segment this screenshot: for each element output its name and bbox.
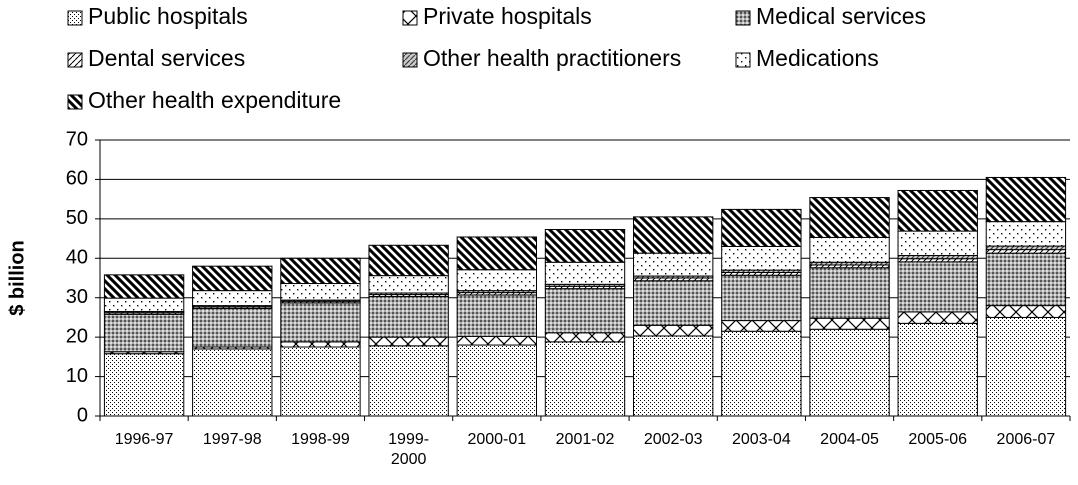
bar-segment	[809, 317, 890, 330]
bar-segment	[456, 269, 537, 292]
x-tick-label: 2000-01	[467, 431, 527, 448]
y-tick-label: 30	[66, 286, 88, 308]
bar-segment	[456, 294, 537, 337]
bar-segment	[544, 332, 626, 343]
legend-label: Other health practitioners	[423, 45, 681, 71]
legend-swatch	[402, 10, 418, 26]
x-tick-label: 2003-04	[732, 431, 791, 448]
bar-segment	[721, 274, 802, 322]
legend-label: Public hospitals	[88, 3, 248, 29]
bar-segment	[985, 221, 1067, 247]
bar-segment	[721, 208, 802, 247]
bar-segment	[368, 345, 449, 417]
x-tick-label: 2006-07	[996, 431, 1056, 448]
legend-label: Medical services	[756, 3, 926, 29]
bar-segment	[809, 267, 890, 319]
bar-segment	[368, 244, 449, 277]
bar-segment	[192, 307, 273, 348]
legend-label: Dental services	[88, 45, 245, 71]
bar-segment	[721, 320, 802, 332]
bar-segment	[192, 348, 273, 417]
bar-segment	[103, 297, 185, 313]
bar-segment	[544, 288, 626, 334]
bar-segment	[985, 245, 1067, 251]
legend-swatch	[67, 52, 83, 68]
bar-segment	[897, 261, 978, 313]
bar-segment	[456, 344, 537, 417]
bar-segment	[280, 283, 361, 301]
x-tick-label: 2002-03	[643, 431, 703, 448]
bar-segment	[368, 296, 449, 338]
y-tick-label: 20	[66, 325, 88, 347]
legend-label: Private hospitals	[423, 3, 592, 29]
legend-swatch	[402, 52, 418, 68]
x-tick-label: 2005-06	[908, 431, 968, 448]
bar-segment	[456, 236, 537, 271]
x-tick-label: 2004-05	[820, 431, 879, 448]
bar-segment	[897, 311, 978, 324]
bar-segment	[721, 245, 802, 271]
x-tick-label: 1999-2000	[388, 431, 430, 468]
bar-segment	[809, 197, 890, 238]
bar-segment	[897, 189, 978, 232]
bar-segment	[633, 280, 714, 326]
y-tick-label: 0	[77, 404, 88, 426]
x-tick-label: 1998-99	[291, 431, 350, 448]
legend-label: Medications	[756, 45, 879, 71]
bar-segment	[985, 305, 1067, 318]
legend-label: Other health expenditure	[88, 87, 341, 113]
bar-segment	[544, 229, 626, 263]
bar-segment	[368, 275, 449, 294]
x-tick-label: 1997-98	[202, 431, 262, 448]
y-axis-title: $ billion	[6, 240, 28, 316]
y-tick-label: 10	[66, 365, 88, 387]
x-tick-label: 2001-02	[555, 431, 615, 448]
bar-segment	[192, 265, 273, 292]
legend-swatch	[67, 10, 83, 26]
bar-segment	[985, 252, 1067, 307]
bar-segment	[368, 336, 449, 347]
bar-segment	[633, 335, 714, 417]
bar-segment	[721, 330, 802, 417]
y-tick-label: 40	[66, 247, 88, 269]
bar-segment	[633, 216, 714, 254]
bar-segment	[103, 353, 185, 417]
bar-segment	[985, 316, 1067, 417]
bar-segment	[280, 341, 361, 348]
bar-segment	[897, 322, 978, 417]
legend-swatch	[735, 10, 751, 26]
bar-segment	[456, 335, 537, 346]
bar-segment	[809, 328, 890, 417]
bar-segment	[192, 290, 273, 307]
bar-segment	[280, 346, 361, 417]
bar-segment	[544, 341, 626, 417]
bar-segment	[103, 313, 185, 353]
bar-segment	[280, 257, 361, 285]
y-tick-label: 70	[66, 128, 88, 150]
bar-segment	[985, 249, 1067, 254]
legend-swatch	[67, 94, 83, 110]
y-tick-label: 50	[66, 207, 88, 229]
bar-segment	[897, 230, 978, 257]
bar-segment	[633, 324, 714, 337]
legend-swatch	[735, 52, 751, 68]
x-tick-label: 1996-97	[114, 431, 174, 448]
bar-segment	[633, 252, 714, 277]
bar-segment	[985, 176, 1067, 223]
bar-segment	[103, 274, 185, 299]
y-tick-label: 60	[66, 168, 88, 190]
bar-segment	[280, 302, 361, 343]
bar-segment	[809, 236, 890, 263]
bar-segment	[544, 261, 626, 285]
